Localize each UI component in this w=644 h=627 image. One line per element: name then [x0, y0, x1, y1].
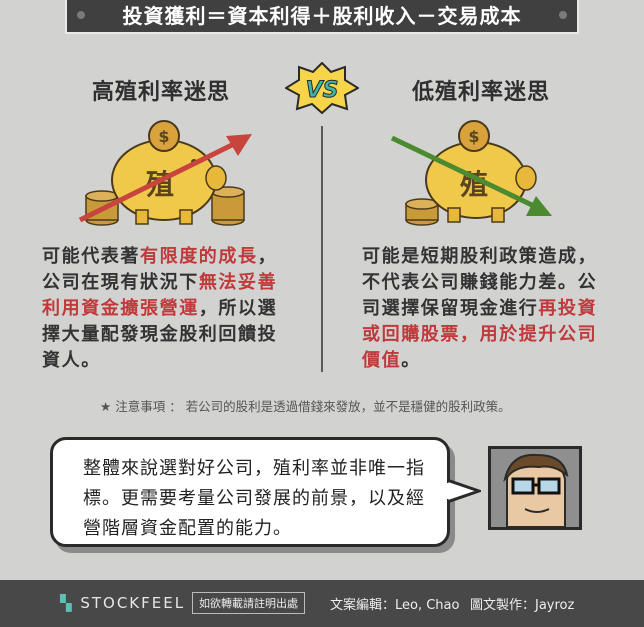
high-yield-piggy-illustration: 殖 $	[78, 120, 252, 226]
vs-text: VS	[306, 78, 339, 103]
note: ★ 注意事項 ： 若公司的股利是透過借錢來發放，並不是穩健的股利政策。	[100, 396, 511, 415]
coin-symbol: $	[158, 127, 169, 146]
coin-symbol: $	[468, 127, 479, 146]
low-yield-piggy-illustration: 殖 $	[390, 120, 552, 226]
rivet-icon	[559, 11, 567, 19]
author-portrait	[488, 446, 582, 530]
coin-icon: $	[148, 120, 180, 152]
highlight-text: 再投資或回購股票，用於提升公司價值	[362, 298, 598, 371]
text-segment: ，所以選擇大量配發現金股利回饋投資人。	[42, 298, 278, 371]
right-description: 可能是短期股利政策造成，不代表公司賺錢能力差。公司選擇保留現金進行再投資或回購股…	[362, 244, 616, 374]
designer-credit: 圖文製作：Jayroz	[470, 598, 575, 613]
copyright-notice: 如欲轉載請註明出處	[192, 592, 305, 614]
text-segment: 可能代表著	[42, 246, 140, 267]
speech-tail-icon	[447, 478, 481, 504]
left-description: 可能代表著有限度的成長，公司在現有狀況下無法妥善利用資金擴張營運，所以選擇大量配…	[42, 244, 296, 374]
text-segment: ，公司在現有狀況下	[42, 246, 278, 293]
banner-title: 投資獲利＝資本利得＋股利收入－交易成本	[122, 4, 522, 28]
note-text: ： 若公司的股利是透過借錢來發放，並不是穩健的股利政策。	[169, 399, 511, 414]
text-segment: 。	[401, 350, 421, 371]
logo-text: STOCKFEEL	[80, 594, 186, 612]
highlight-text: 有限度的成長	[140, 246, 258, 267]
highlight-text: 無法妥善利用資金擴張營運	[42, 272, 278, 319]
coin-stack-icon	[405, 198, 439, 226]
coin-stack-icon	[85, 186, 245, 226]
man-with-glasses-icon	[491, 449, 579, 527]
vs-burst-icon	[285, 62, 359, 114]
editor-credit: 文案編輯：Leo, Chao	[330, 598, 460, 613]
star-icon: ★	[100, 399, 112, 414]
coin-icon: $	[458, 120, 490, 152]
right-title: 低殖利率迷思	[412, 80, 551, 105]
stockfeel-logo: ▚ STOCKFEEL	[60, 594, 185, 612]
speech-bubble: 整體來說選對好公司，殖利率並非唯一指標。更需要考量公司發展的前景，以及經營階層資…	[50, 437, 450, 547]
logo-mark-icon: ▚	[60, 594, 74, 612]
trend-up-arrow-icon	[78, 134, 252, 223]
text-segment: 可能是短期股利政策造成，不代表公司賺錢能力差。公司選擇保留現金進行	[362, 246, 598, 319]
column-divider	[321, 126, 323, 372]
left-title: 高殖利率迷思	[92, 80, 231, 105]
trend-down-arrow-icon	[390, 135, 552, 216]
vs-badge: VS	[285, 62, 359, 114]
footer: ▚ STOCKFEEL 如欲轉載請註明出處 文案編輯：Leo, Chao 圖文製…	[0, 580, 644, 627]
rivet-icon	[77, 11, 85, 19]
speech-text: 整體來說選對好公司，殖利率並非唯一指標。更需要考量公司發展的前景，以及經營階層資…	[83, 458, 425, 539]
note-label: 注意事項	[115, 399, 166, 414]
title-banner: 投資獲利＝資本利得＋股利收入－交易成本	[65, 0, 579, 34]
